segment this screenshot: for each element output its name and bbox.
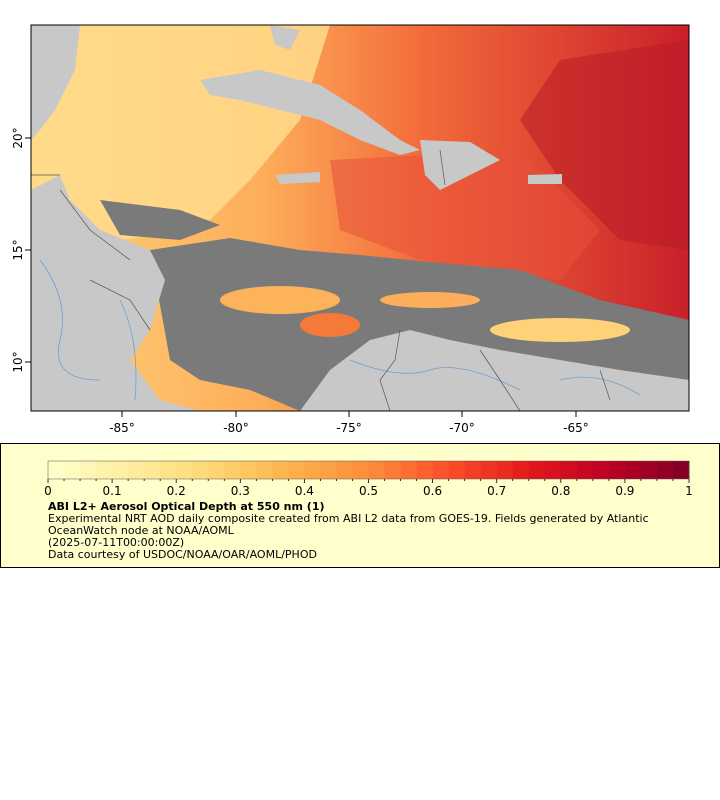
- land-cuba: [200, 70, 420, 155]
- lon-tick-label: -80°: [223, 421, 249, 435]
- aod-patch: [380, 292, 480, 308]
- colorbar-cell: [352, 461, 369, 479]
- colorbar-cell: [368, 461, 386, 479]
- rivers: [39, 259, 641, 401]
- colorbar-cell: [384, 461, 402, 479]
- colorbar-tick-label: 0.3: [231, 484, 250, 498]
- colorbar-cell: [416, 461, 434, 479]
- lat-tick-label: 20°: [11, 127, 25, 148]
- lat-tick-label: 15°: [11, 239, 25, 260]
- map-frame: [30, 24, 690, 412]
- aod-map: -85° -80° -75° -70° -65° 20° 15° 10°: [11, 24, 690, 435]
- colorbar-cell: [608, 461, 626, 479]
- colorbar-cell: [656, 461, 674, 479]
- colorbar-cell: [512, 461, 530, 479]
- colorbar-cell: [304, 461, 321, 479]
- lon-tick-label: -65°: [563, 421, 589, 435]
- lat-axis: [25, 137, 31, 363]
- lat-tick-label: 10°: [11, 351, 25, 372]
- map-field: [31, 25, 689, 411]
- colorbar-cell: [160, 461, 177, 479]
- colorbar-cell: [80, 461, 97, 479]
- colorbar-cell: [448, 461, 466, 479]
- colorbar-cells: [48, 461, 690, 479]
- colorbar-cell: [112, 461, 129, 479]
- colorbar-cell: [464, 461, 482, 479]
- colorbar-cell: [48, 461, 65, 479]
- legend-credit: Data courtesy of USDOC/NOAA/OAR/AOML/PHO…: [48, 548, 317, 561]
- colorbar-cell: [144, 461, 161, 479]
- colorbar-cell: [176, 461, 193, 479]
- aod-patch: [300, 313, 360, 337]
- colorbar-cell: [672, 461, 690, 479]
- colorbar-tick-label: 0.1: [103, 484, 122, 498]
- colorbar-tick-label: 0.4: [295, 484, 314, 498]
- colorbar-cell: [432, 461, 450, 479]
- colorbar-cell: [624, 461, 642, 479]
- colorbar-cell: [288, 461, 305, 479]
- aod-patch: [490, 318, 630, 342]
- colorbar-cell: [496, 461, 514, 479]
- legend-panel: 0 0.1 0.2 0.3 0.4 0.5 0.6 0.7 0.8 0.9 1 ABI L2+ Ae…: [0, 443, 720, 568]
- colorbar-cell: [576, 461, 594, 479]
- land-puerto-rico: [528, 174, 562, 184]
- colorbar-cell: [640, 461, 658, 479]
- colorbar-cell: [592, 461, 610, 479]
- lon-tick-label: -85°: [109, 421, 135, 435]
- colorbar-tick-label: 0.8: [551, 484, 570, 498]
- nodata-north-patch: [100, 200, 220, 240]
- colorbar-tick-label: 0.7: [487, 484, 506, 498]
- land-florida: [31, 25, 80, 140]
- legend-text: ABI L2+ Aerosol Optical Depth at 550 nm …: [48, 501, 688, 561]
- colorbar-cell: [224, 461, 241, 479]
- legend-description: Experimental NRT AOD daily composite cre…: [48, 512, 649, 537]
- colorbar-cell: [208, 461, 225, 479]
- colorbar-cell: [400, 461, 418, 479]
- colorbar-tick-label: 0.5: [359, 484, 378, 498]
- land-south-america: [300, 330, 689, 411]
- colorbar-tick-label: 1: [685, 484, 693, 498]
- colorbar-cell: [272, 461, 289, 479]
- colorbar-cell: [128, 461, 145, 479]
- lon-tick-label: -70°: [449, 421, 475, 435]
- colorbar-cell: [528, 461, 546, 479]
- lon-axis: [121, 411, 577, 417]
- colorbar-cell: [320, 461, 337, 479]
- colorbar-tick-label: 0: [44, 484, 52, 498]
- land-jamaica: [275, 172, 320, 184]
- colorbar-tick-label: 0.9: [615, 484, 634, 498]
- borders: [31, 149, 611, 411]
- colorbar-cell: [480, 461, 498, 479]
- colorbar-cell: [544, 461, 562, 479]
- aod-high-region: [520, 40, 689, 250]
- colorbar-ticks: 0 0.1 0.2 0.3 0.4 0.5 0.6 0.7 0.8 0.9 1: [44, 479, 693, 498]
- colorbar-tick-label: 0.2: [167, 484, 186, 498]
- colorbar-cell: [560, 461, 578, 479]
- land-bahamas: [270, 25, 300, 50]
- colorbar-cell: [256, 461, 273, 479]
- lon-tick-label: -75°: [336, 421, 362, 435]
- colorbar-cell: [64, 461, 81, 479]
- colorbar-cell: [240, 461, 257, 479]
- colorbar-cell: [192, 461, 209, 479]
- aod-patch: [220, 286, 340, 314]
- colorbar-cell: [336, 461, 353, 479]
- legend-date: (2025-07-11T00:00:00Z): [48, 536, 185, 549]
- land-hispaniola: [420, 140, 500, 190]
- colorbar-tick-label: 0.6: [423, 484, 442, 498]
- colorbar-cell: [96, 461, 113, 479]
- colorbar: 0 0.1 0.2 0.3 0.4 0.5 0.6 0.7 0.8 0.9 1: [44, 460, 693, 498]
- legend-title: ABI L2+ Aerosol Optical Depth at 550 nm …: [48, 500, 325, 513]
